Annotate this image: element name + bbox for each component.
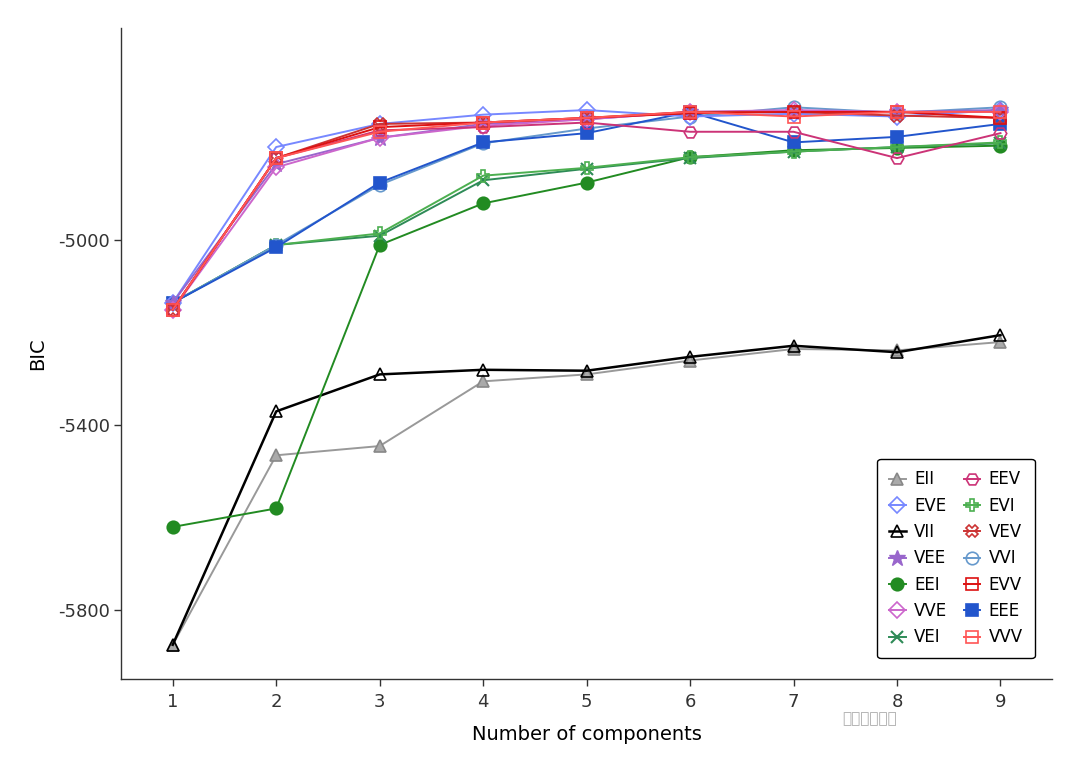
Text: 拓端数据部落: 拓端数据部落 xyxy=(842,711,897,726)
X-axis label: Number of components: Number of components xyxy=(472,725,702,744)
Legend: EII, EVE, VII, VEE, EEI, VVE, VEI, EEV, EVI, VEV, VVI, EVV, EEE, VVV: EII, EVE, VII, VEE, EEI, VVE, VEI, EEV, … xyxy=(877,459,1035,658)
Y-axis label: BIC: BIC xyxy=(28,337,46,370)
